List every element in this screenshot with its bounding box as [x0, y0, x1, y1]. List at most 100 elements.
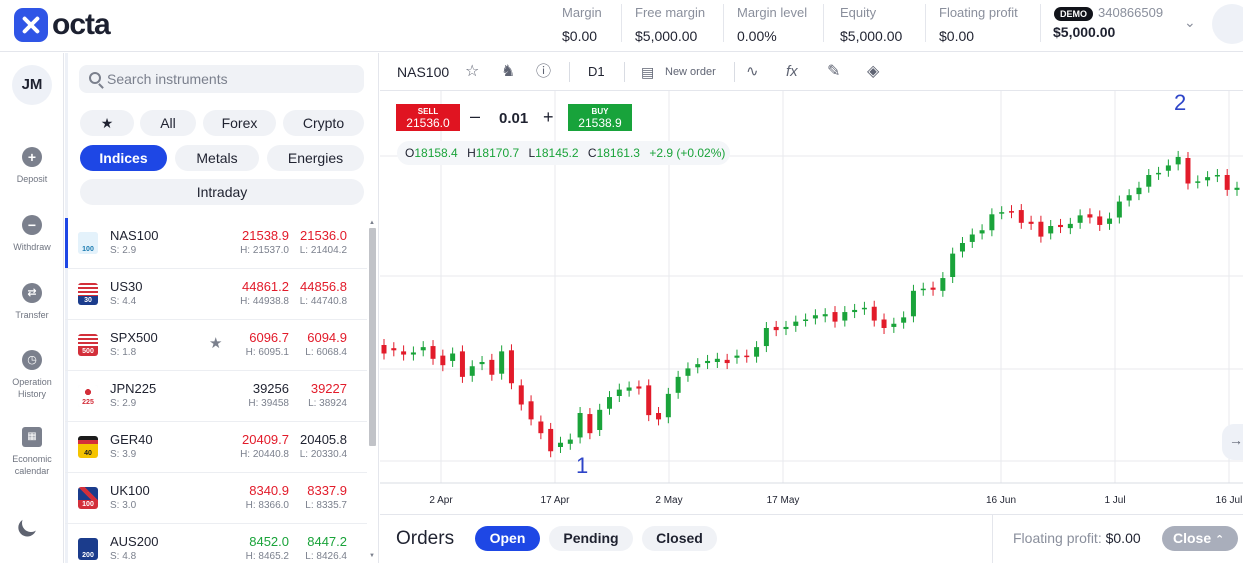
candle-body [1156, 172, 1162, 175]
instrument-list-scrollbar[interactable]: ▲ ▼ [369, 220, 376, 560]
header-profile-button[interactable] [1212, 4, 1243, 44]
stat-value: $0.00 [562, 28, 598, 44]
candle-body [959, 243, 965, 252]
candle-body [567, 439, 573, 444]
annotation-marker-2: 2 [1174, 90, 1187, 115]
quantity-increase-button[interactable]: + [543, 107, 554, 127]
indicators-icon[interactable]: ∿ [746, 63, 759, 80]
instrument-spread: S: 4.8 [110, 551, 137, 562]
candle-body [459, 351, 465, 377]
stat-value: $5,000.00 [840, 28, 903, 44]
filter-metals[interactable]: Metals [175, 145, 259, 171]
info-icon[interactable]: ⓘ [536, 63, 552, 80]
filter-favorites[interactable]: ★ [80, 110, 134, 136]
candle-body [822, 314, 828, 317]
candle-body [656, 413, 662, 420]
arrow-right-icon[interactable]: → [1229, 432, 1243, 448]
instrument-symbol: AUS200 [110, 534, 159, 549]
floating-profit-label: Floating profit: [1013, 530, 1102, 546]
ohlc-change: +2.9 (+0.02%) [649, 146, 726, 160]
stat-value: 0.00% [737, 28, 777, 44]
stat-label: Margin [562, 5, 602, 20]
candle-body [420, 347, 426, 351]
rail-item-deposit[interactable]: + Deposit [0, 147, 64, 185]
candle-body [1087, 214, 1093, 218]
timeframe-selector[interactable]: D1 [588, 64, 605, 79]
filter-intraday[interactable]: Intraday [80, 179, 364, 205]
buy-button[interactable]: BUY 21538.9 [568, 104, 632, 131]
sell-price: 8452.0 [249, 534, 289, 549]
rail-item-economic-calendar[interactable]: ▦ Economic calendar [0, 427, 64, 477]
candle-body [695, 364, 701, 368]
function-fx-icon[interactable]: fx [786, 63, 798, 80]
pencil-draw-icon[interactable]: ✎ [827, 63, 841, 80]
instrument-row-ger40[interactable]: 40 GER40 S: 3.9 20409.7 20405.8 H: 20440… [65, 422, 367, 473]
candlestick-chart[interactable]: 2 Apr 17 Apr 2 May 17 May 16 Jun 1 Jul 16 Jul [380, 91, 1243, 513]
annotation-marker-1: 1 [576, 453, 589, 478]
quantity-value[interactable]: 0.01 [499, 110, 529, 127]
sell-button[interactable]: SELL 21536.0 [396, 104, 460, 131]
candle-body [724, 359, 730, 364]
search-input[interactable] [107, 65, 357, 93]
candle-body [508, 350, 514, 384]
filter-all[interactable]: All [140, 110, 196, 136]
candle-body [763, 328, 769, 347]
candle-body [901, 317, 907, 323]
instrument-row-nas100[interactable]: 100 NAS100 S: 2.9 21538.9 21536.0 H: 215… [65, 218, 367, 269]
theme-toggle-moon-icon[interactable] [19, 511, 42, 534]
scroll-up-arrow-icon[interactable]: ▲ [369, 220, 375, 226]
divider [925, 4, 926, 42]
candle-body [832, 312, 838, 322]
account-chevron-down-icon[interactable]: ⌄ [1184, 14, 1196, 30]
floating-profit: Floating profit: $0.00 [1013, 530, 1141, 547]
candle-body [391, 348, 397, 351]
rail-item-label: Withdraw [13, 242, 51, 252]
close-all-button[interactable]: Close ⌃ [1162, 526, 1238, 551]
favorite-star-icon[interactable]: ★ [209, 335, 223, 352]
instrument-row-aus200[interactable]: 200 AUS200 S: 4.8 8452.0 8447.2 H: 8465.… [65, 524, 367, 563]
user-avatar[interactable]: JM [12, 65, 52, 105]
bell-icon[interactable]: ♞ [501, 63, 516, 80]
high-price: H: 21537.0 [240, 245, 289, 256]
scrollbar-thumb[interactable] [369, 228, 376, 446]
candle-body [881, 319, 887, 328]
tab-closed[interactable]: Closed [642, 526, 717, 551]
instrument-row-spx500[interactable]: 500 SPX500 S: 1.8 ★ 6096.7 6094.9 H: 609… [65, 320, 367, 371]
candle-body [989, 214, 995, 231]
candle-body [469, 366, 475, 376]
instrument-row-uk100[interactable]: 100 UK100 S: 3.0 8340.9 8337.9 H: 8366.0… [65, 473, 367, 524]
instrument-row-jpn225[interactable]: 225 JPN225 S: 2.9 39256 39227 H: 39458 L… [65, 371, 367, 422]
new-order-button[interactable]: New order [665, 66, 716, 78]
rail-item-operation-history[interactable]: ◷ Operation History [0, 350, 64, 400]
filter-energies[interactable]: Energies [267, 145, 364, 171]
divider [569, 62, 570, 82]
brand-logo[interactable]: octa [14, 8, 111, 42]
filter-forex[interactable]: Forex [203, 110, 276, 136]
tab-pending[interactable]: Pending [549, 526, 633, 551]
chart-symbol[interactable]: NAS100 [397, 64, 450, 80]
filter-crypto[interactable]: Crypto [283, 110, 364, 136]
quantity-decrease-button[interactable]: – [470, 106, 481, 126]
x-tick-label: 2 May [655, 495, 682, 506]
candle-body [557, 442, 563, 447]
candle-body [636, 386, 642, 389]
scroll-down-arrow-icon[interactable]: ▼ [369, 553, 375, 559]
instrument-row-us30[interactable]: 30 US30 S: 4.4 44861.2 44856.8 H: 44938.… [65, 269, 367, 320]
ohlc-close: 18161.3 [596, 146, 640, 160]
rail-item-transfer[interactable]: ⇄ Transfer [0, 283, 64, 321]
search-box[interactable] [79, 65, 364, 93]
filter-indices[interactable]: Indices [80, 145, 167, 171]
rail-item-withdraw[interactable]: − Withdraw [0, 215, 64, 253]
sell-label: SELL [417, 107, 439, 116]
star-outline-icon[interactable]: ☆ [465, 63, 480, 80]
side-panel-handle[interactable] [1222, 424, 1243, 460]
tab-open[interactable]: Open [475, 526, 540, 551]
stat-equity: Equity $5,000.00 [840, 5, 902, 45]
ohlc-key-open: O [405, 146, 415, 160]
candle-body [891, 323, 897, 327]
x-tick-label: 17 May [767, 495, 800, 506]
buy-price: 21538.9 [578, 116, 622, 130]
new-order-icon[interactable]: ▤ [641, 64, 655, 80]
layers-icon[interactable]: ◈ [867, 63, 880, 80]
divider [723, 4, 724, 42]
